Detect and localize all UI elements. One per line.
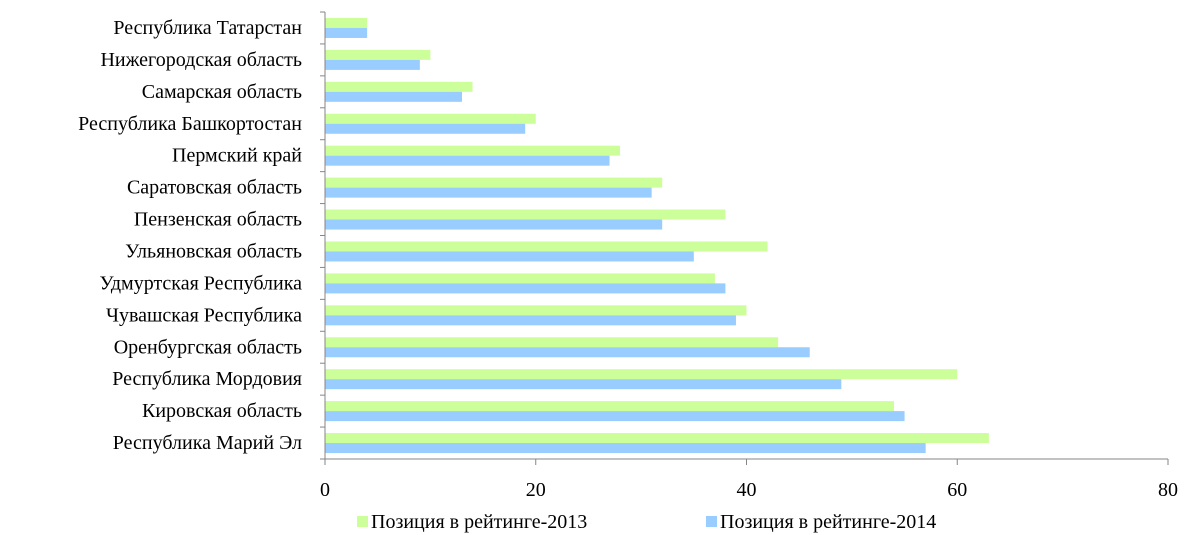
x-tick-label: 0 [320,479,330,501]
bar-2013-3 [325,113,536,124]
bar-2014-9 [325,315,736,326]
bar-2013-1 [325,49,431,60]
x-tick-label: 40 [737,479,757,501]
bar-2013-0 [325,17,368,28]
bar-2014-5 [325,187,652,198]
category-label-12: Кировская область [142,400,302,422]
bar-2013-4 [325,145,621,156]
axes: 0 20 40 60 80 [320,11,1178,501]
category-label-5: Саратовская область [127,177,302,199]
bar-2013-13 [325,433,989,444]
legend-label-0: Позиция в рейтинге-2013 [371,511,587,533]
bar-2014-4 [325,155,610,166]
bars-group [325,17,989,454]
bar-2014-12 [325,411,905,422]
category-label-0: Республика Татарстан [113,17,302,39]
legend-label-1: Позиция в рейтинге-2014 [720,511,936,533]
legend-swatch-0 [357,516,368,527]
category-label-13: Республика Марий Эл [113,432,302,454]
legend: Позиция в рейтинге-2013 Позиция в рейтинг… [357,511,936,533]
category-label-11: Республика Мордовия [112,368,302,390]
bar-2014-10 [325,347,810,358]
bar-2014-7 [325,251,694,262]
bar-2014-1 [325,59,420,70]
x-tick-label: 60 [947,479,967,501]
x-tick-label: 80 [1158,479,1178,501]
bar-2013-6 [325,209,726,220]
category-label-2: Самарская область [142,81,302,103]
bar-2014-6 [325,219,663,230]
bar-2013-11 [325,369,958,380]
category-label-7: Ульяновская область [125,240,302,262]
bar-2013-2 [325,81,473,92]
category-label-10: Оренбургская область [114,336,302,358]
category-label-8: Удмуртская Республика [100,272,303,294]
category-label-3: Республика Башкортостан [78,113,302,135]
bar-2014-2 [325,91,462,102]
bar-2014-0 [325,27,368,38]
category-label-1: Нижегородская область [100,49,302,71]
category-label-4: Пермский край [172,145,302,167]
bar-2013-7 [325,241,768,252]
bar-2013-10 [325,337,779,348]
bar-2013-5 [325,177,663,188]
bar-2013-12 [325,401,895,412]
category-label-9: Чувашская Республика [106,304,302,326]
bar-2014-11 [325,379,842,390]
category-label-6: Пензенская область [134,209,302,231]
bar-2013-9 [325,305,747,316]
category-labels: Республика Татарстан Нижегородская област… [78,17,302,454]
bar-2013-8 [325,273,715,284]
bar-2014-3 [325,123,526,134]
bar-2014-13 [325,443,926,454]
bar-2014-8 [325,283,726,294]
x-tick-label: 20 [526,479,546,501]
legend-swatch-1 [706,516,717,527]
